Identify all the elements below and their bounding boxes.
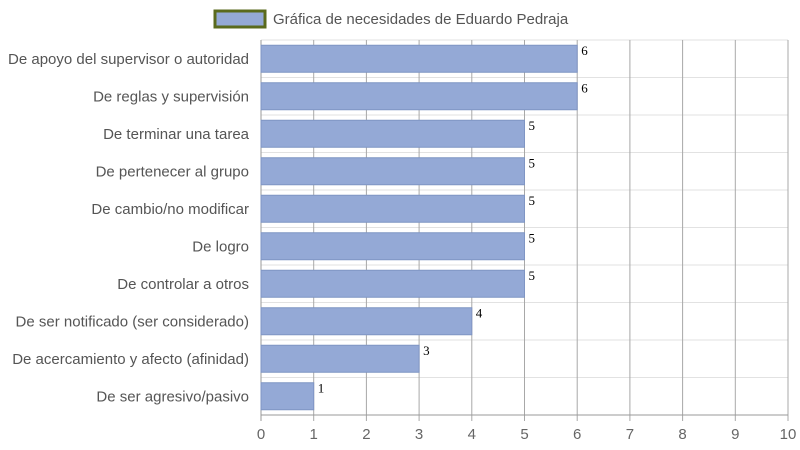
legend-label: Gráfica de necesidades de Eduardo Pedraj…	[273, 11, 569, 28]
category-label: De ser agresivo/pasivo	[96, 388, 249, 405]
data-label: 5	[529, 155, 536, 170]
bar	[260, 307, 473, 336]
data-label: 3	[423, 343, 430, 358]
category-label: De acercamiento y afecto (afinidad)	[12, 351, 249, 368]
bar	[260, 194, 525, 223]
legend-swatch	[213, 9, 267, 29]
bar	[260, 382, 315, 411]
bar	[260, 157, 525, 186]
category-label: De logro	[192, 238, 249, 255]
category-label: De ser notificado (ser considerado)	[16, 313, 249, 330]
data-label: 6	[581, 43, 588, 58]
x-tick-label: 0	[257, 426, 265, 443]
bars	[260, 44, 578, 411]
category-label: De cambio/no modificar	[91, 201, 249, 218]
category-labels: De apoyo del supervisor o autoridad De re…	[8, 51, 250, 406]
x-tick-label: 7	[626, 426, 634, 443]
category-label: De apoyo del supervisor o autoridad	[8, 51, 249, 68]
bar	[260, 119, 525, 148]
category-label: De controlar a otros	[117, 276, 249, 293]
x-tick-label: 4	[468, 426, 476, 443]
bar	[260, 82, 578, 111]
data-label: 4	[476, 305, 483, 320]
bar	[260, 344, 420, 373]
x-tick-label: 9	[731, 426, 739, 443]
x-axis-ticks: 0 1 2 3 4 5 6 7 8 9 10	[257, 426, 797, 443]
data-labels: 6 6 5 5 5 5 5 4 3 1	[318, 43, 589, 396]
x-tick-label: 3	[415, 426, 423, 443]
x-tick-label: 2	[362, 426, 370, 443]
bar	[260, 44, 578, 73]
data-label: 6	[581, 80, 588, 95]
x-tick-label: 8	[678, 426, 686, 443]
bar	[260, 269, 525, 298]
category-label: De terminar una tarea	[103, 126, 250, 143]
data-label: 5	[529, 193, 536, 208]
data-label: 5	[529, 268, 536, 283]
category-label: De reglas y supervisión	[93, 88, 249, 105]
category-label: De pertenecer al grupo	[96, 163, 249, 180]
data-label: 5	[529, 118, 536, 133]
legend: Gráfica de necesidades de Eduardo Pedraj…	[213, 9, 569, 29]
data-label: 1	[318, 380, 325, 395]
x-tick-label: 1	[310, 426, 318, 443]
x-tick-label: 6	[573, 426, 581, 443]
bar	[260, 232, 525, 261]
data-label: 5	[529, 230, 536, 245]
x-tick-label: 10	[780, 426, 797, 443]
x-tick-label: 5	[520, 426, 528, 443]
